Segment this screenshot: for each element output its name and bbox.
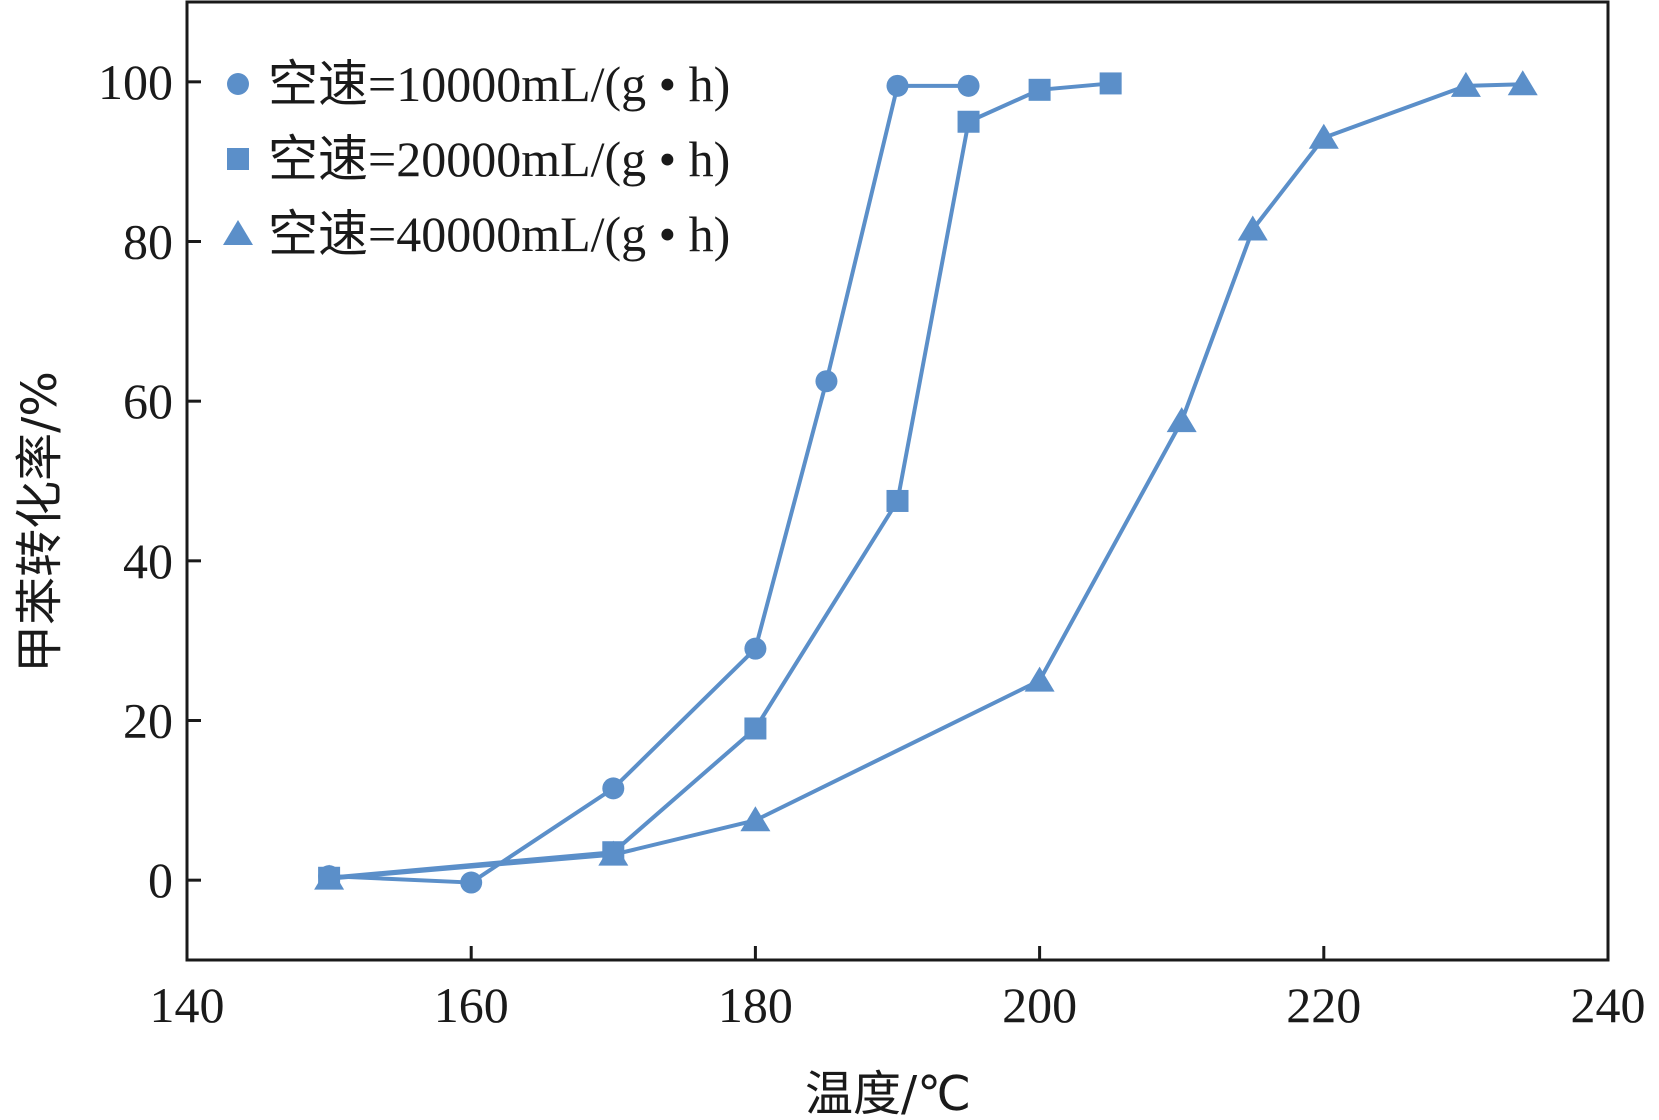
y-axis-title: 甲苯转化率/%	[12, 371, 68, 673]
data-point	[744, 717, 767, 740]
series-line	[328, 82, 1523, 881]
x-tick-label: 160	[434, 977, 509, 1033]
series-2	[318, 72, 1122, 889]
y-tick-label: 80	[123, 214, 173, 270]
data-point	[1308, 123, 1339, 149]
plot-frame	[185, 0, 1610, 962]
series-layer	[314, 70, 1538, 894]
data-point	[744, 637, 767, 660]
data-point	[1237, 215, 1268, 241]
data-point	[1024, 666, 1055, 692]
data-point	[1507, 70, 1538, 96]
data-point	[815, 370, 838, 393]
legend-label: 空速=40000mL/(g • h)	[268, 206, 730, 262]
x-tick-label: 180	[718, 977, 793, 1033]
x-axis-title: 温度/℃	[805, 1066, 971, 1120]
x-tick-label: 240	[1571, 977, 1646, 1033]
legend-item: 空速=40000mL/(g • h)	[223, 206, 730, 262]
y-tick-label: 60	[123, 373, 173, 429]
data-point	[957, 110, 980, 133]
x-tick-label: 220	[1286, 977, 1361, 1033]
x-tick-label: 200	[1002, 977, 1077, 1033]
data-point	[957, 74, 980, 97]
data-point	[1028, 78, 1051, 101]
legend-marker	[227, 148, 249, 170]
data-point	[1099, 72, 1122, 95]
legend-item: 空速=20000mL/(g • h)	[227, 131, 730, 187]
data-point	[886, 489, 909, 512]
y-tick-label: 20	[123, 693, 173, 749]
data-point	[460, 871, 483, 894]
data-point	[598, 840, 629, 866]
legend-label: 空速=20000mL/(g • h)	[268, 131, 730, 187]
legend-marker	[227, 73, 249, 95]
legend-item: 空速=10000mL/(g • h)	[227, 56, 730, 112]
data-point	[1166, 407, 1197, 433]
legend-marker	[223, 220, 253, 245]
y-tick-label: 100	[98, 54, 173, 110]
series-3	[314, 70, 1538, 890]
y-tick-label: 0	[148, 852, 173, 908]
axis-ticks: 140 160 180 200 220 240 0 20 40 60 80 100	[98, 54, 1646, 1033]
data-point	[1450, 71, 1481, 97]
series-1	[318, 74, 980, 894]
y-tick-label: 40	[123, 533, 173, 589]
legend: 空速=10000mL/(g • h) 空速=20000mL/(g • h) 空速=4…	[223, 56, 730, 262]
data-point	[740, 806, 771, 832]
data-point	[886, 74, 909, 97]
data-point	[602, 777, 625, 800]
legend-label: 空速=10000mL/(g • h)	[268, 56, 730, 112]
x-tick-label: 140	[150, 977, 225, 1033]
data-point	[314, 864, 345, 890]
series-line	[328, 81, 1111, 880]
